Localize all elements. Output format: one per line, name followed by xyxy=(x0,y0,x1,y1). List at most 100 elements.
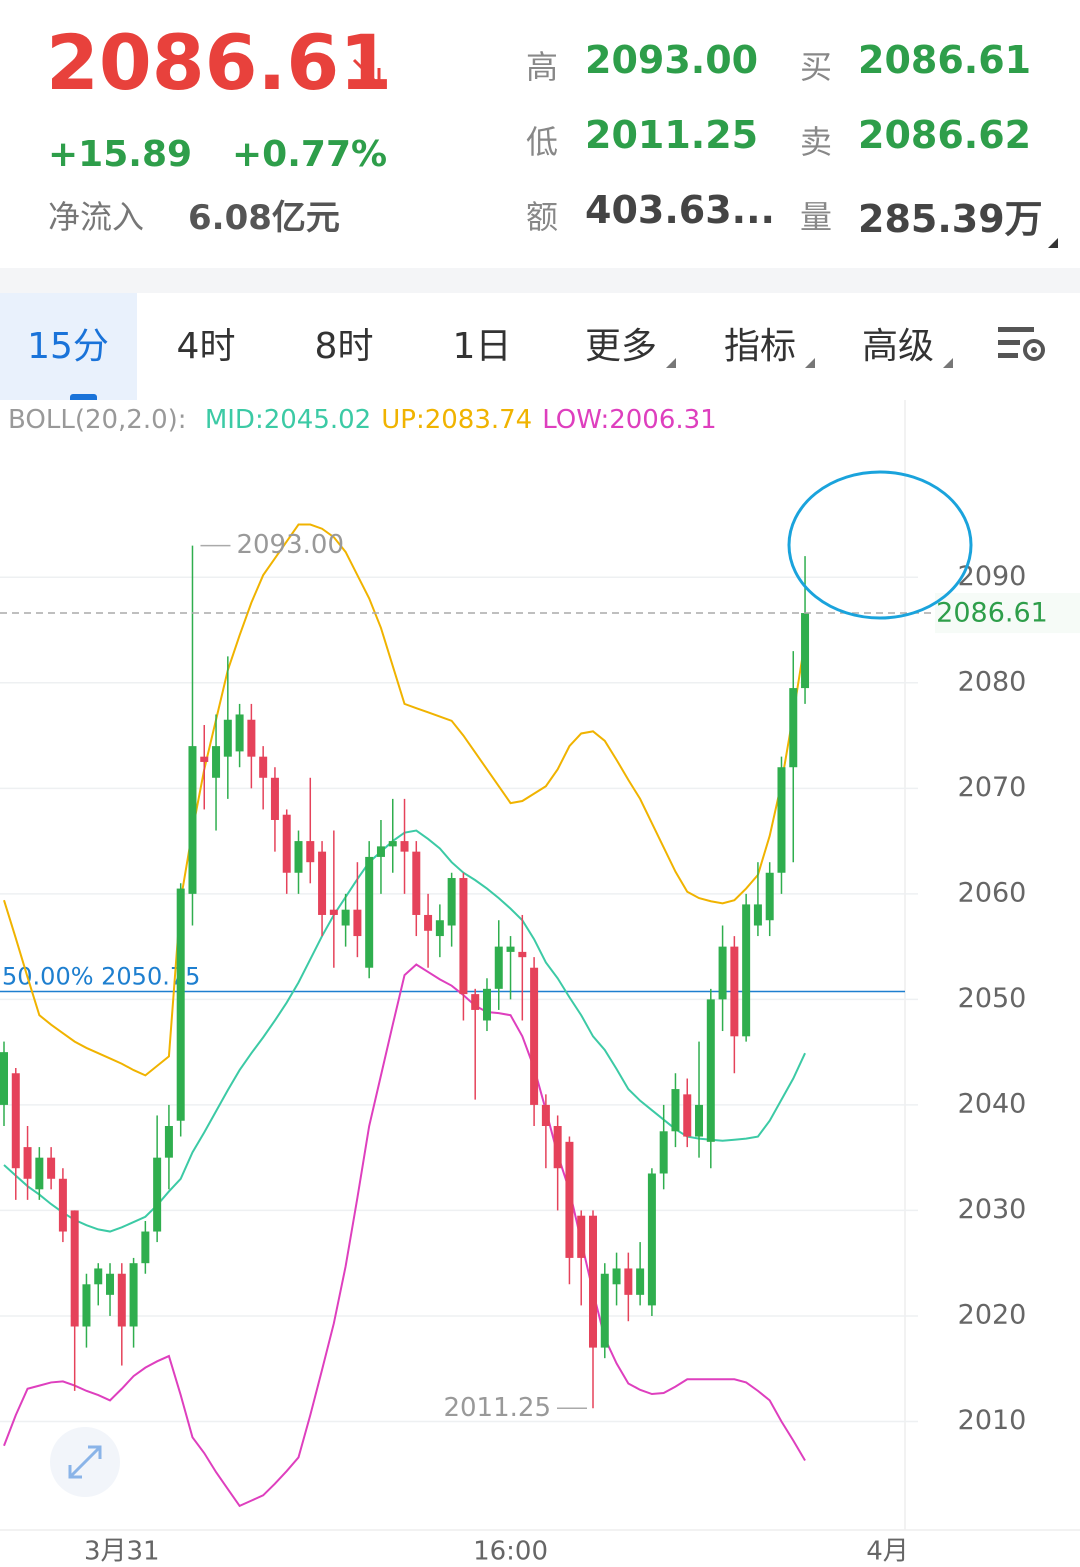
legend-entry: MID:2045.02 xyxy=(204,405,372,435)
candle-body xyxy=(730,946,739,1037)
x-tick-label: 4月 xyxy=(866,1537,909,1567)
stat-value: 2086.61 xyxy=(858,38,1032,82)
candle-body xyxy=(695,1104,704,1137)
tab[interactable]: 4时 xyxy=(176,326,236,367)
y-tick-label: 2050 xyxy=(958,983,1027,1014)
candle-body xyxy=(23,1147,32,1179)
candle-body xyxy=(765,872,774,921)
candle-body xyxy=(47,1157,56,1179)
candle-body xyxy=(0,1052,8,1105)
candle-body xyxy=(541,1104,550,1127)
max-label: 2093.00 xyxy=(236,530,344,560)
candle-body xyxy=(94,1268,103,1285)
y-tick-label: 2030 xyxy=(958,1194,1027,1225)
period-tabs: 15分 4时 8时 1日 更多 指标 高级 xyxy=(0,293,1080,400)
tab[interactable]: 1日 xyxy=(452,326,512,367)
y-tick-label: 2090 xyxy=(958,561,1027,592)
candle-body xyxy=(530,967,539,1105)
candle-body xyxy=(11,1073,20,1169)
net-inflow: 6.08亿元 xyxy=(188,198,340,238)
change-pct: +0.77% xyxy=(232,134,388,175)
candle-body xyxy=(424,914,433,931)
candle-body xyxy=(141,1231,150,1264)
chart: 2010 2020 2030 2040 2050 2060 2070 2080 2090 3月31… xyxy=(0,400,1080,1567)
indicator-name: BOLL(20,2.0): xyxy=(8,405,187,435)
candle-body xyxy=(270,777,279,820)
candle-body xyxy=(577,1215,586,1258)
dropdown-triangle xyxy=(666,358,676,368)
stat-label: 低 xyxy=(526,123,559,161)
candle-body xyxy=(482,988,491,1021)
dropdown-triangle xyxy=(805,358,815,368)
candle-body xyxy=(706,999,715,1142)
candle-body xyxy=(353,909,362,937)
y-tick-label: 2040 xyxy=(958,1088,1027,1119)
candle-body xyxy=(789,688,798,768)
candle-body xyxy=(164,1126,173,1158)
candle-body xyxy=(329,909,338,915)
candle-body xyxy=(742,904,751,1037)
last-price-label: 2086.61 xyxy=(936,598,1048,629)
candle-body xyxy=(58,1178,67,1232)
candle-body xyxy=(753,904,762,926)
candle-body xyxy=(282,814,291,873)
legend-entry: LOW:2006.31 xyxy=(542,405,717,435)
net-inflow-label: 净流入 xyxy=(48,198,145,236)
candle-body xyxy=(306,841,315,863)
candle-body xyxy=(459,878,468,995)
candle-body xyxy=(518,951,527,958)
candle-body xyxy=(471,994,480,1010)
active-tab-bg xyxy=(0,293,137,400)
stat-label: 卖 xyxy=(800,123,833,161)
expand-button[interactable] xyxy=(50,1427,120,1497)
candle-body xyxy=(506,946,515,952)
tab[interactable]: 15分 xyxy=(27,326,109,367)
price: 2086.61 xyxy=(46,18,393,107)
candle-body xyxy=(447,878,456,926)
down-arrow-icon xyxy=(352,58,381,87)
fib-label: 50.00% 2050.75 xyxy=(2,962,200,990)
candle-body xyxy=(106,1273,115,1295)
candle-body xyxy=(259,756,268,778)
candle-body xyxy=(82,1284,91,1327)
tab[interactable]: 指标 xyxy=(723,326,797,367)
candle-body xyxy=(388,841,397,847)
candle-body xyxy=(718,946,727,1000)
tab[interactable]: 更多 xyxy=(584,326,658,367)
candle-body xyxy=(212,746,221,778)
stat-value: 403.63... xyxy=(585,188,775,232)
candle-body xyxy=(235,714,244,752)
candle-body xyxy=(565,1141,574,1258)
candle-body xyxy=(589,1215,597,1348)
corner-triangle xyxy=(1048,238,1058,248)
candle-body xyxy=(671,1089,680,1132)
settings-icon[interactable] xyxy=(996,323,1050,367)
candle-body xyxy=(188,746,197,894)
candle-body xyxy=(553,1126,562,1169)
change: +15.89 xyxy=(48,134,193,175)
boll-line xyxy=(3,523,807,1077)
candle-body xyxy=(35,1157,44,1190)
dropdown-triangle xyxy=(943,358,953,368)
boll-line xyxy=(3,963,806,1508)
candle-body xyxy=(376,846,385,857)
quote-header: 2086.61 +15.89 +0.77% 净流入 6.08亿元 高 2093.0… xyxy=(0,0,1080,268)
legend-entry: UP:2083.74 xyxy=(381,405,533,435)
indicator-legend: BOLL(20,2.0): MID:2045.02 UP:2083.74 LOW:2… xyxy=(8,402,717,438)
candle-body xyxy=(494,946,503,989)
candle-body xyxy=(70,1210,79,1327)
divider xyxy=(0,268,1080,293)
candle-body xyxy=(129,1263,138,1327)
candle-body xyxy=(777,767,786,873)
tab[interactable]: 8时 xyxy=(314,326,374,367)
y-tick-label: 2060 xyxy=(958,877,1027,908)
candle-body xyxy=(624,1268,633,1295)
y-tick-label: 2020 xyxy=(958,1299,1027,1330)
candle-body xyxy=(683,1094,692,1137)
stat-label: 买 xyxy=(800,48,833,86)
tab[interactable]: 高级 xyxy=(861,326,935,367)
stat-value: 2093.00 xyxy=(585,38,759,82)
stat-label: 高 xyxy=(526,48,559,86)
y-tick-label: 2010 xyxy=(958,1405,1027,1436)
